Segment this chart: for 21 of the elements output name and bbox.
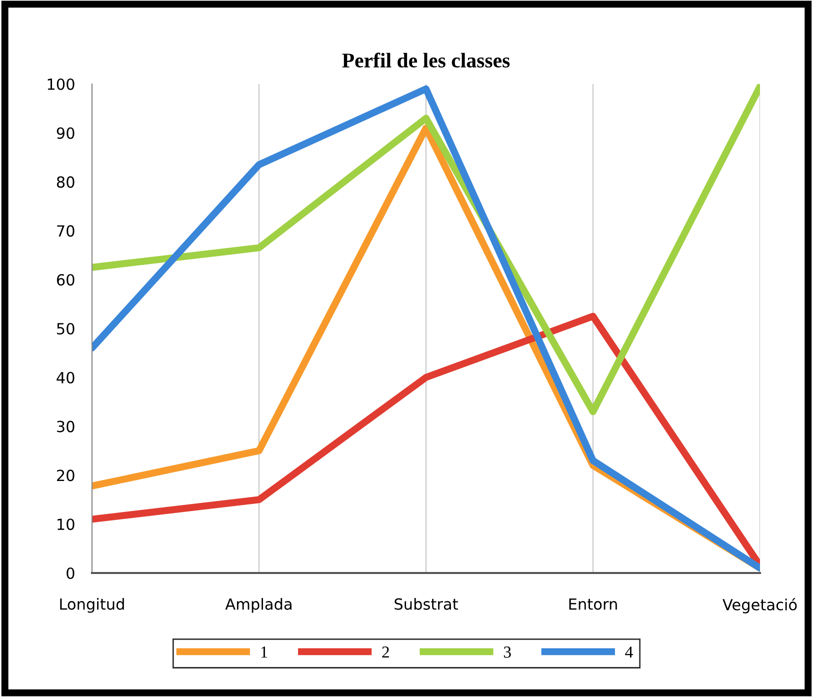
y-tick-label: 20 bbox=[57, 470, 74, 482]
x-tick-label: Vegetació bbox=[722, 598, 797, 614]
y-tick-label: 0 bbox=[66, 567, 74, 580]
y-tick-label: 70 bbox=[57, 225, 74, 237]
y-tick-label: 50 bbox=[57, 322, 74, 335]
y-tick-label: 80 bbox=[56, 176, 74, 188]
y-tick-label: 30 bbox=[57, 420, 74, 432]
legend-label: 3 bbox=[504, 646, 511, 658]
y-tick-label: 90 bbox=[56, 127, 74, 139]
legend-label: 4 bbox=[625, 646, 633, 658]
x-tick-label: Substrat bbox=[394, 598, 458, 610]
x-tick-label: Amplada bbox=[225, 598, 292, 613]
x-tick-label: Longitud bbox=[60, 598, 124, 613]
y-tick-label: 60 bbox=[56, 274, 74, 286]
y-tick-label: 100 bbox=[48, 78, 74, 90]
y-tick-label: 10 bbox=[58, 518, 74, 530]
legend-label: 2 bbox=[382, 646, 389, 658]
y-tick-label: 40 bbox=[56, 372, 74, 384]
chart-title: Perfil de les classes bbox=[342, 52, 510, 68]
x-tick-label: Entorn bbox=[569, 598, 617, 610]
legend-label: 1 bbox=[261, 646, 268, 658]
